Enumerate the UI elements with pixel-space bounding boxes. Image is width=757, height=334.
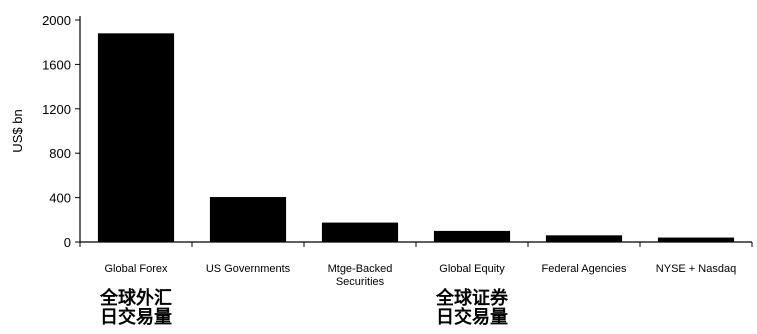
annotation-text: 全球证券: [435, 287, 509, 309]
y-tick-label: 400: [49, 191, 71, 206]
y-tick-label: 2000: [42, 13, 71, 28]
x-tick-label: NYSE + Nasdaq: [656, 263, 736, 275]
annotation-text: 日交易量: [100, 306, 172, 328]
y-tick-label: 0: [64, 235, 71, 250]
x-tick-label: Mtge-Backed: [328, 263, 393, 275]
bar: [545, 235, 623, 242]
y-tick-label: 800: [49, 146, 71, 161]
annotation-text: 全球外汇: [99, 287, 172, 309]
annotation-text: 日交易量: [436, 306, 508, 328]
x-tick-label: US Governments: [206, 263, 291, 275]
bar: [657, 237, 735, 242]
bar: [321, 222, 399, 242]
bar: [209, 197, 287, 242]
x-tick-label: Global Equity: [439, 263, 505, 275]
y-axis-title: US$ bn: [10, 109, 25, 152]
bar: [433, 230, 511, 242]
bar: [97, 33, 175, 242]
y-tick-label: 1600: [42, 57, 71, 72]
x-tick-label: Securities: [336, 276, 385, 288]
y-tick-label: 1200: [42, 102, 71, 117]
x-tick-label: Federal Agencies: [542, 263, 627, 275]
plot-layer: 0 400 800 1200 1600 2000 US$ bn Global Forex US …: [10, 13, 753, 328]
x-tick-label: Global Forex: [105, 263, 168, 275]
